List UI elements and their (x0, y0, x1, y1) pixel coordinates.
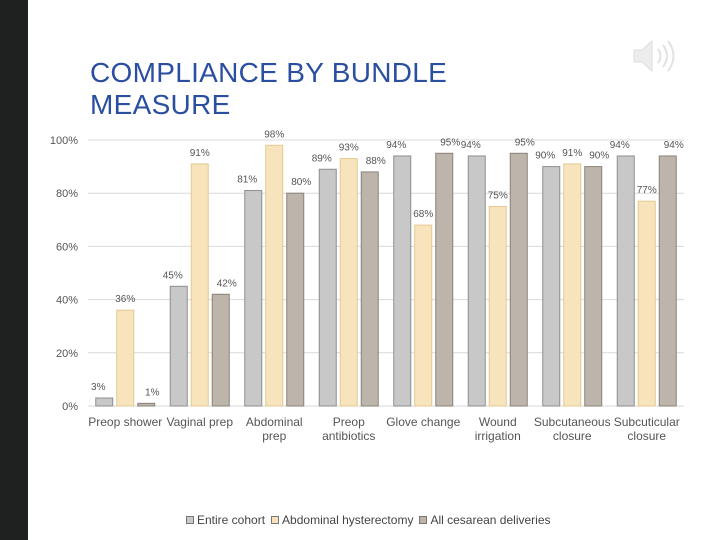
legend-swatch (186, 516, 194, 524)
bar (584, 166, 603, 407)
legend-swatch (419, 516, 428, 524)
data-label: 95% (515, 137, 535, 148)
data-label: 94% (610, 140, 630, 151)
bar (563, 163, 582, 407)
legend-label: Entire cohort (197, 513, 266, 527)
bar (467, 155, 486, 407)
bar (244, 190, 263, 407)
data-label: 98% (264, 129, 284, 140)
bar (509, 152, 528, 407)
data-label: 88% (366, 156, 386, 167)
slide-sidebar-band (0, 0, 28, 540)
data-label: 45% (163, 270, 183, 281)
bar (658, 155, 677, 407)
chart-legend: Entire cohort Abdominal hysterectomy All… (186, 513, 551, 527)
bar (137, 402, 156, 407)
x-tick-label: Glove change (386, 415, 460, 429)
bar (95, 397, 114, 407)
data-label: 91% (562, 148, 582, 159)
data-label: 81% (237, 175, 257, 186)
bar (360, 171, 379, 407)
bar (637, 200, 656, 407)
x-tick-label: Preop antibiotics (322, 415, 375, 443)
x-tick-label: Preop shower (88, 415, 162, 429)
legend-item-entire-cohort: Entire cohort (186, 513, 265, 527)
data-label: 77% (637, 185, 657, 196)
bar (286, 192, 305, 407)
bar (190, 163, 209, 407)
bar (265, 144, 284, 407)
bar (318, 168, 337, 407)
data-label: 89% (312, 153, 332, 164)
legend-swatch (271, 516, 280, 524)
data-label: 90% (589, 151, 609, 162)
bar (488, 206, 507, 407)
y-tick-label: 60% (56, 241, 78, 253)
bar (339, 158, 358, 407)
x-tick-label: Wound irrigation (475, 415, 521, 443)
bar (211, 293, 230, 407)
bar (414, 224, 433, 407)
y-tick-label: 0% (62, 401, 78, 413)
y-tick-label: 80% (56, 188, 78, 200)
data-label: 90% (535, 151, 555, 162)
data-label: 36% (115, 294, 135, 305)
bar (169, 285, 188, 407)
data-label: 68% (413, 209, 433, 220)
bar (435, 152, 454, 407)
legend-label: Abdominal hysterectomy (282, 513, 414, 527)
data-label: 95% (440, 137, 460, 148)
data-label: 94% (664, 140, 684, 151)
bar (616, 155, 635, 407)
bar (393, 155, 412, 407)
data-label: 93% (339, 143, 359, 154)
x-tick-label: Subcutaneous closure (534, 415, 611, 443)
data-label: 94% (386, 140, 406, 151)
data-label: 91% (190, 148, 210, 159)
data-label: 42% (217, 278, 237, 289)
data-label: 75% (488, 191, 508, 202)
data-label: 1% (145, 387, 160, 398)
slide-title: COMPLIANCE BY BUNDLE MEASURE (90, 57, 448, 120)
x-tick-label: Vaginal prep (167, 415, 234, 429)
y-tick-label: 100% (50, 135, 78, 147)
x-tick-label: Abdominal prep (246, 415, 303, 443)
legend-item-abdominal-hysterectomy: Abdominal hysterectomy (271, 513, 413, 527)
speaker-icon[interactable] (630, 36, 686, 76)
legend-item-all-cesarean-deliveries: All cesarean deliveries (419, 513, 551, 527)
data-label: 80% (291, 177, 311, 188)
bar (116, 309, 135, 407)
legend-label: All cesarean deliveries (430, 513, 551, 527)
y-tick-label: 40% (56, 295, 78, 307)
bar (542, 166, 561, 407)
data-label: 94% (461, 140, 481, 151)
x-tick-label: Subcuticular closure (614, 415, 680, 443)
data-label: 3% (91, 382, 106, 393)
y-tick-label: 20% (56, 348, 78, 360)
